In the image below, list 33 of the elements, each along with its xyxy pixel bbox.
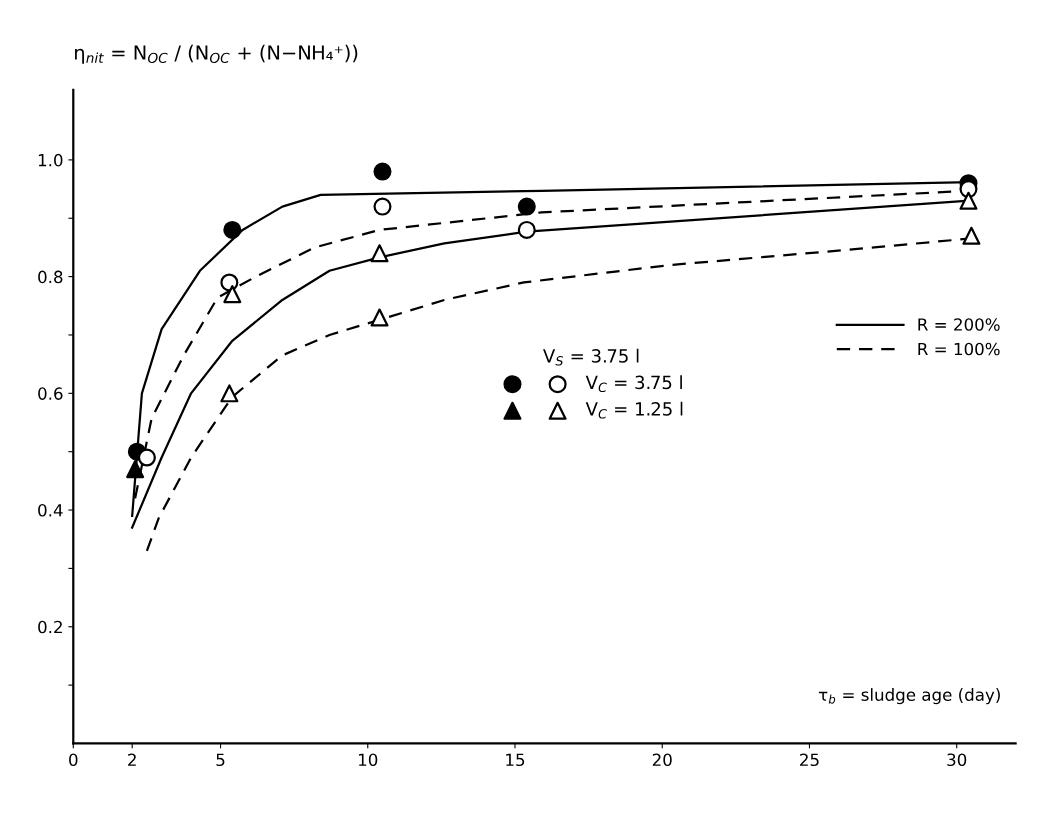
legend-title: V$_{S}$ = 3.75 l	[543, 348, 639, 366]
x-tick-label: 20	[652, 753, 672, 767]
y-tick-label: 1.0	[38, 153, 63, 167]
y-tick-label: 0.2	[38, 620, 62, 634]
point	[959, 191, 978, 210]
x-tick-label: 0	[69, 753, 78, 767]
point	[126, 460, 145, 479]
legend-label: V$_{C}$ = 1.25 l	[585, 401, 683, 419]
y-tick-label: 0.6	[38, 387, 63, 400]
point	[370, 244, 389, 263]
point	[137, 448, 156, 467]
point	[220, 384, 239, 403]
point	[517, 197, 536, 216]
y-tick-label: 0.8	[38, 270, 63, 284]
x-tick-label: 10	[358, 753, 378, 767]
x-tick-label: 5	[216, 753, 225, 767]
point	[517, 220, 536, 239]
y-axis-title: η$_{nit}$ = N$_{OC}$ / (N$_{OC}$ + (N−NH₄⁺))	[75, 44, 358, 64]
legend-label: R = 100%	[918, 342, 1000, 356]
point	[370, 308, 389, 327]
point	[962, 226, 981, 245]
legend-label: R = 200%	[918, 318, 1000, 331]
point	[373, 162, 392, 181]
point	[223, 220, 242, 239]
point	[373, 197, 392, 216]
point	[223, 285, 242, 304]
x-tick-label: 30	[947, 753, 967, 767]
x-tick-label: 25	[800, 753, 819, 767]
x-tick-label: 2	[128, 753, 136, 766]
x-tick-label: 15	[506, 753, 525, 767]
legend-label: V$_{C}$ = 3.75 l	[585, 375, 682, 393]
y-tick-label: 0.4	[38, 504, 63, 517]
x-axis-title: τ$_{b}$ = sludge age (day)	[818, 688, 1000, 705]
